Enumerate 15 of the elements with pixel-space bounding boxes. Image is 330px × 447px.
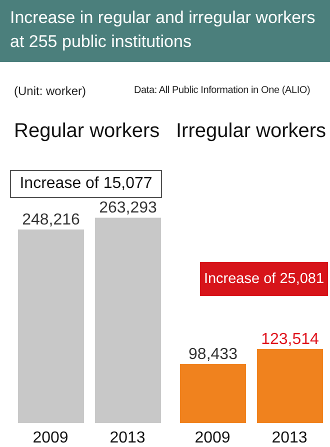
data-label: 123,514 xyxy=(261,330,320,348)
x-tick-label: 2013 xyxy=(110,429,146,446)
text: Irregular workers xyxy=(176,120,326,143)
data-label: 263,293 xyxy=(99,200,158,217)
chart-title: Increase in regular and irregular workers at 255 public institutions xyxy=(10,7,316,53)
data-label: 248,216 xyxy=(22,211,80,228)
x-tick-label: 2013 xyxy=(272,429,308,446)
text: Increase of 25,081 xyxy=(200,262,328,296)
text: Increase of 15,077 xyxy=(10,170,162,198)
text: Data: All Public Information in One (ALIO) xyxy=(134,85,310,96)
chart-subtitle: (Unit: worker) xyxy=(14,84,86,98)
data-label: 98,433 xyxy=(188,346,238,363)
x-tick-label: 2009 xyxy=(32,429,68,446)
text: Regular workers xyxy=(14,120,160,143)
x-tick-label: 2009 xyxy=(194,429,230,446)
